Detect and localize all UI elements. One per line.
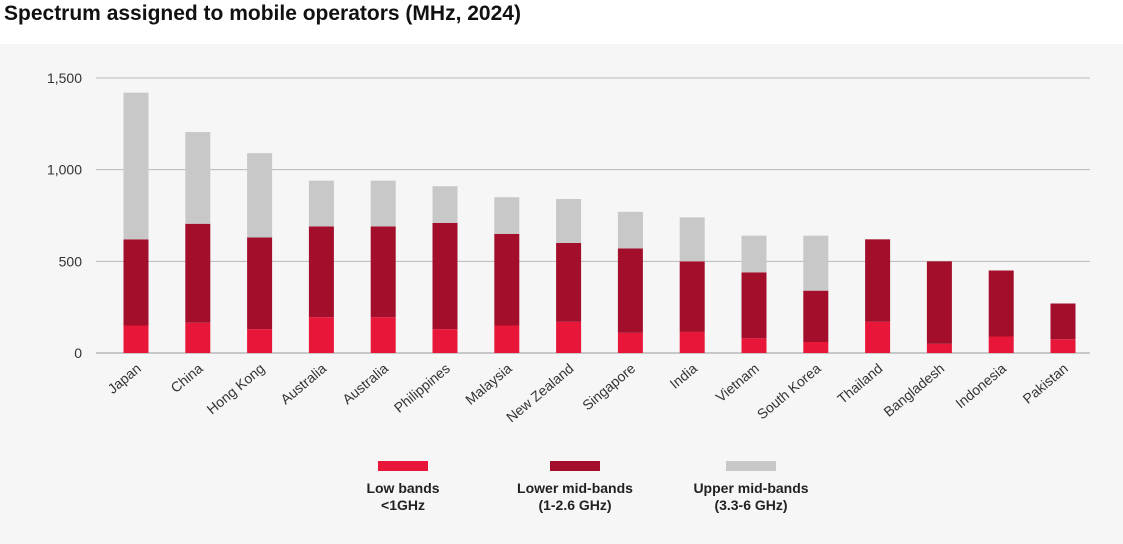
bar-malaysia-upper-mid-bands (494, 197, 520, 234)
bar-australia-upper-mid-bands (308, 180, 334, 227)
y-tick-label: 500 (59, 253, 83, 269)
y-tick-label: 1,000 (47, 162, 82, 178)
bar-china-upper-mid-bands (185, 132, 211, 224)
bar-indonesia-lower-mid-bands (988, 270, 1014, 337)
bar-singapore-lower-mid-bands (617, 248, 643, 333)
x-tick-label: Australia (277, 360, 329, 407)
bar-india-lower-mid-bands (679, 261, 705, 332)
bar-vietnam-upper-mid-bands (741, 235, 767, 273)
bar-hong-kong-lower-mid-bands (247, 237, 273, 330)
x-tick-label: Thailand (834, 360, 885, 407)
bar-thailand-low-bands (865, 321, 891, 353)
x-tick-label: Philippines (391, 360, 453, 416)
x-tick-label: Pakistan (1020, 360, 1071, 407)
bar-philippines-lower-mid-bands (432, 222, 458, 330)
bar-bangladesh-low-bands (926, 343, 952, 353)
x-tick-label: South Korea (754, 360, 824, 422)
bar-australia-upper-mid-bands (370, 180, 396, 227)
x-tick-label: Australia (339, 360, 391, 407)
bar-hong-kong-upper-mid-bands (247, 153, 273, 238)
x-tick-label: Indonesia (952, 360, 1009, 411)
bar-australia-low-bands (370, 317, 396, 353)
bar-vietnam-lower-mid-bands (741, 272, 767, 339)
bar-philippines-low-bands (432, 329, 458, 353)
x-tick-label: Hong Kong (204, 360, 268, 417)
bar-japan-lower-mid-bands (123, 239, 149, 326)
bar-new-zealand-low-bands (556, 321, 582, 353)
bar-series (123, 92, 1076, 353)
bar-new-zealand-upper-mid-bands (556, 199, 582, 243)
x-tick-label: India (667, 360, 701, 392)
bar-vietnam-low-bands (741, 338, 767, 353)
bar-south-korea-lower-mid-bands (803, 290, 829, 342)
x-tick-label: China (167, 360, 205, 396)
bar-india-upper-mid-bands (679, 217, 705, 262)
y-axis-tick-labels: 0 500 1,000 1,500 (47, 70, 82, 361)
bar-china-low-bands (185, 322, 211, 353)
bar-singapore-low-bands (617, 332, 643, 353)
x-tick-label: Vietnam (712, 360, 761, 405)
x-tick-label: New Zealand (503, 360, 576, 425)
x-tick-label: Singapore (579, 360, 638, 413)
bar-hong-kong-low-bands (247, 329, 273, 353)
bar-thailand-lower-mid-bands (865, 239, 891, 322)
bar-china-lower-mid-bands (185, 223, 211, 323)
y-tick-label: 0 (74, 345, 82, 361)
chart-title: Spectrum assigned to mobile operators (M… (4, 2, 521, 25)
bar-india-low-bands (679, 331, 705, 353)
bar-philippines-upper-mid-bands (432, 186, 458, 223)
bar-new-zealand-lower-mid-bands (556, 243, 582, 322)
bar-bangladesh-lower-mid-bands (926, 261, 952, 344)
bar-australia-lower-mid-bands (308, 226, 334, 318)
bar-japan-low-bands (123, 325, 149, 353)
y-tick-label: 1,500 (47, 70, 82, 86)
bar-japan-upper-mid-bands (123, 92, 149, 240)
bar-south-korea-low-bands (803, 342, 829, 353)
bar-australia-lower-mid-bands (370, 226, 396, 318)
x-tick-label: Japan (104, 360, 144, 397)
bar-singapore-upper-mid-bands (617, 211, 643, 249)
x-tick-label: Bangladesh (880, 360, 947, 420)
bar-pakistan-lower-mid-bands (1050, 303, 1076, 340)
x-tick-label: Malaysia (462, 360, 515, 408)
bar-malaysia-lower-mid-bands (494, 233, 520, 326)
bar-malaysia-low-bands (494, 325, 520, 353)
bar-australia-low-bands (308, 317, 334, 353)
bar-south-korea-upper-mid-bands (803, 235, 829, 291)
bar-indonesia-low-bands (988, 336, 1014, 353)
bar-pakistan-low-bands (1050, 339, 1076, 353)
